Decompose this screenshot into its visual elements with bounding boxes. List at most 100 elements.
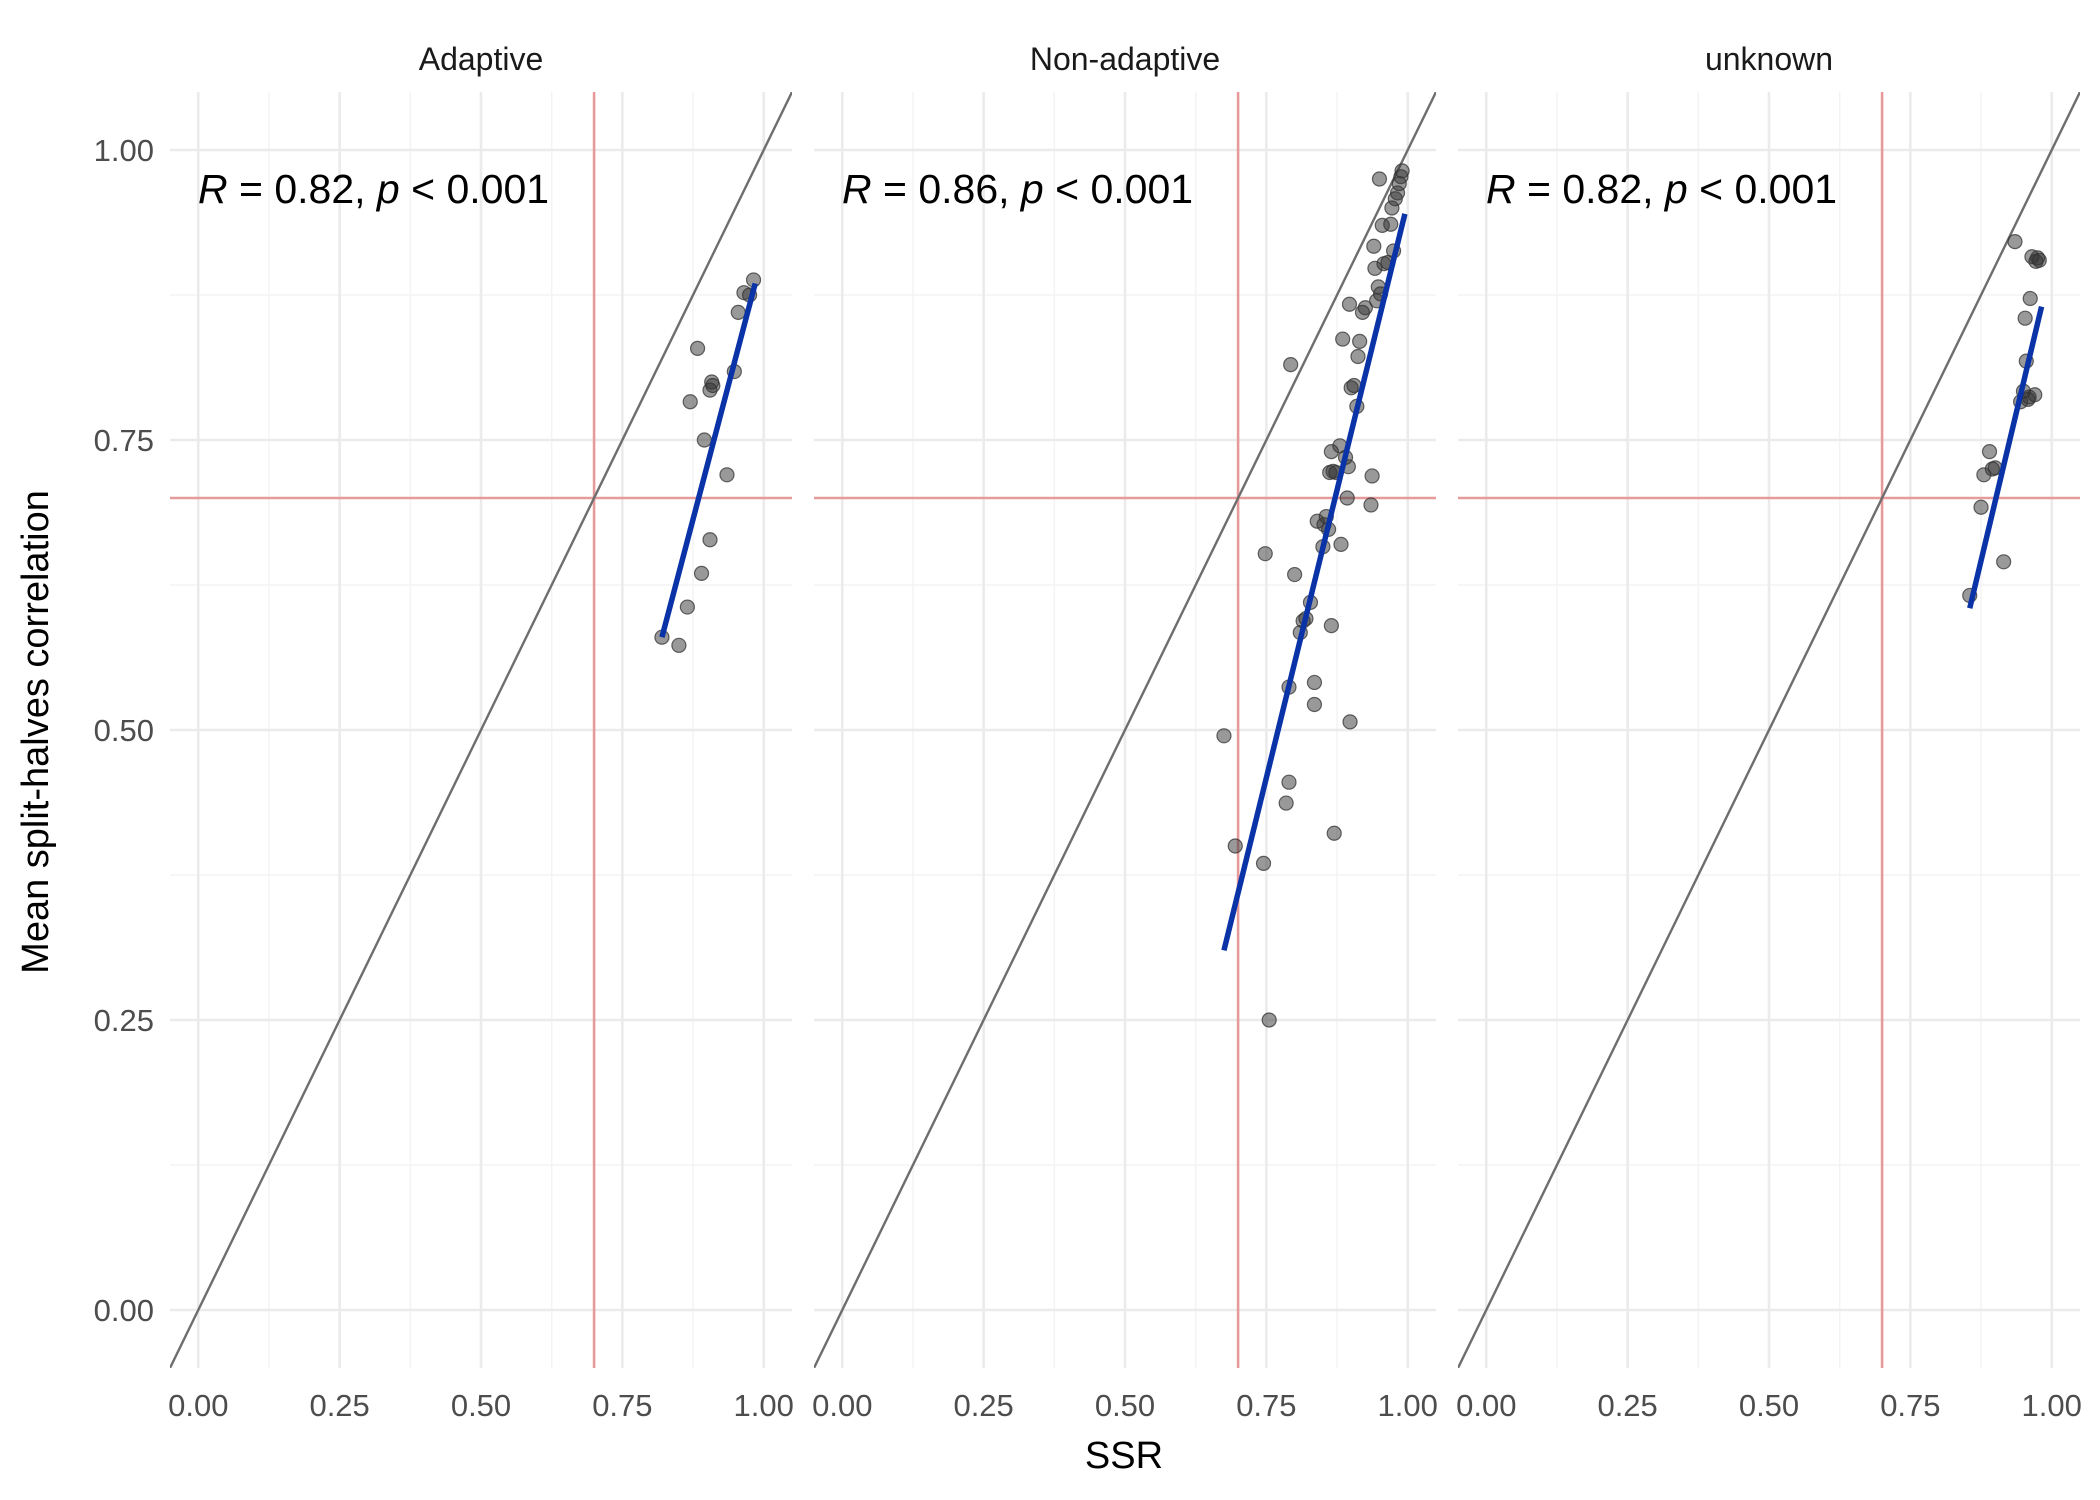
correlation-annotation: R = 0.86, p < 0.001 [842, 166, 1193, 212]
data-point [1383, 216, 1399, 232]
data-point [693, 565, 710, 582]
data-point [1364, 468, 1380, 484]
gridlines [814, 92, 1436, 1368]
correlation-annotation: R = 0.82, p < 0.001 [198, 166, 549, 212]
data-point [1283, 357, 1299, 373]
data-point [1366, 238, 1382, 254]
data-point [1278, 795, 1294, 811]
data-point [689, 340, 706, 356]
x-tick-labels: 0.00 0.25 0.50 0.75 1.00 [1456, 1388, 2082, 1423]
data-point [1326, 825, 1342, 841]
x-tick-label: 0.25 [309, 1388, 369, 1423]
r-symbol: R [198, 166, 228, 212]
x-tick-label: 0.25 [1597, 1388, 1657, 1423]
p-symbol: p [1663, 166, 1688, 212]
p-symbol: p [375, 166, 400, 212]
panel-adaptive: Adaptive R = 0.82, p < 0.001 0.00 0.25 0.50 0… [94, 41, 794, 1423]
data-point [671, 637, 687, 653]
data-point [682, 394, 698, 410]
plot-area [814, 92, 1436, 1368]
facet-label: Non-adaptive [1030, 41, 1220, 77]
x-tick-label: 1.00 [2022, 1388, 2082, 1423]
r-value: = 0.86, [872, 166, 1021, 212]
regression-line [659, 282, 758, 638]
data-point [1281, 774, 1297, 790]
data-point [730, 304, 746, 320]
x-tick-label: 0.25 [953, 1388, 1013, 1423]
data-point [1981, 444, 1998, 460]
p-value: < 0.001 [400, 166, 549, 212]
points [1216, 163, 1410, 1028]
x-tick-label: 1.00 [1378, 1388, 1438, 1423]
identity-line [1458, 92, 2080, 1368]
x-tick-label: 0.00 [1456, 1388, 1516, 1423]
y-tick-label: 1.00 [94, 133, 154, 168]
data-point [1339, 490, 1355, 506]
data-point [696, 432, 712, 448]
data-point [1255, 855, 1272, 872]
identity-line [814, 92, 1436, 1368]
r-symbol: R [842, 166, 872, 212]
data-point [1973, 499, 1989, 515]
x-tick-label: 0.50 [1095, 1388, 1155, 1423]
data-point [1341, 296, 1358, 312]
data-point [2022, 290, 2038, 307]
r-value: = 0.82, [1516, 166, 1665, 212]
y-tick-label: 0.25 [94, 1003, 154, 1038]
data-point [1287, 566, 1303, 583]
plot-area [1458, 92, 2080, 1368]
p-symbol: p [1019, 166, 1044, 212]
y-tick-label: 0.75 [94, 423, 154, 458]
x-tick-label: 0.75 [592, 1388, 652, 1423]
data-point [705, 377, 721, 394]
regression-line [1221, 213, 1408, 952]
data-point [1323, 617, 1339, 634]
x-tick-label: 0.75 [1236, 1388, 1296, 1423]
correlation-annotation: R = 0.82, p < 0.001 [1486, 166, 1837, 212]
data-point [1216, 728, 1232, 744]
data-point [1335, 331, 1351, 347]
facet-label: Adaptive [419, 41, 544, 77]
data-point [1357, 300, 1373, 316]
facet-label: unknown [1705, 41, 1833, 77]
x-tick-label: 0.50 [1739, 1388, 1799, 1423]
data-point [1363, 497, 1379, 513]
y-tick-labels: 0.00 0.25 0.50 0.75 1.00 [94, 133, 154, 1328]
data-point [1257, 546, 1273, 562]
data-point [719, 467, 735, 483]
y-tick-label: 0.00 [94, 1293, 154, 1328]
data-point [1342, 714, 1358, 730]
data-point [1394, 163, 1410, 179]
p-value: < 0.001 [1688, 166, 1837, 212]
r-value: = 0.82, [228, 166, 377, 212]
points [1962, 234, 2047, 604]
data-point [1261, 1012, 1277, 1028]
data-point [1306, 696, 1323, 713]
identity-line [170, 92, 792, 1368]
x-tick-labels: 0.00 0.25 0.50 0.75 1.00 [812, 1388, 1438, 1423]
y-axis-title: Mean split-halves correlation [15, 490, 57, 974]
data-point [2031, 252, 2047, 268]
data-point [1306, 674, 1323, 691]
data-point [1333, 536, 1349, 553]
regression-line [1967, 305, 2045, 609]
r-symbol: R [1486, 166, 1516, 212]
x-tick-label: 0.50 [451, 1388, 511, 1423]
data-point [2017, 310, 2033, 326]
data-point [1227, 838, 1243, 854]
data-point [679, 599, 695, 615]
x-tick-label: 0.75 [1880, 1388, 1940, 1423]
data-point [1352, 333, 1368, 349]
data-point [1371, 171, 1388, 187]
p-value: < 0.001 [1044, 166, 1193, 212]
data-point [2007, 234, 2023, 250]
x-tick-labels: 0.00 0.25 0.50 0.75 1.00 [168, 1388, 794, 1423]
data-point [1350, 348, 1366, 365]
plot-area [170, 92, 792, 1368]
data-point [1996, 554, 2012, 570]
data-point [2027, 387, 2043, 403]
